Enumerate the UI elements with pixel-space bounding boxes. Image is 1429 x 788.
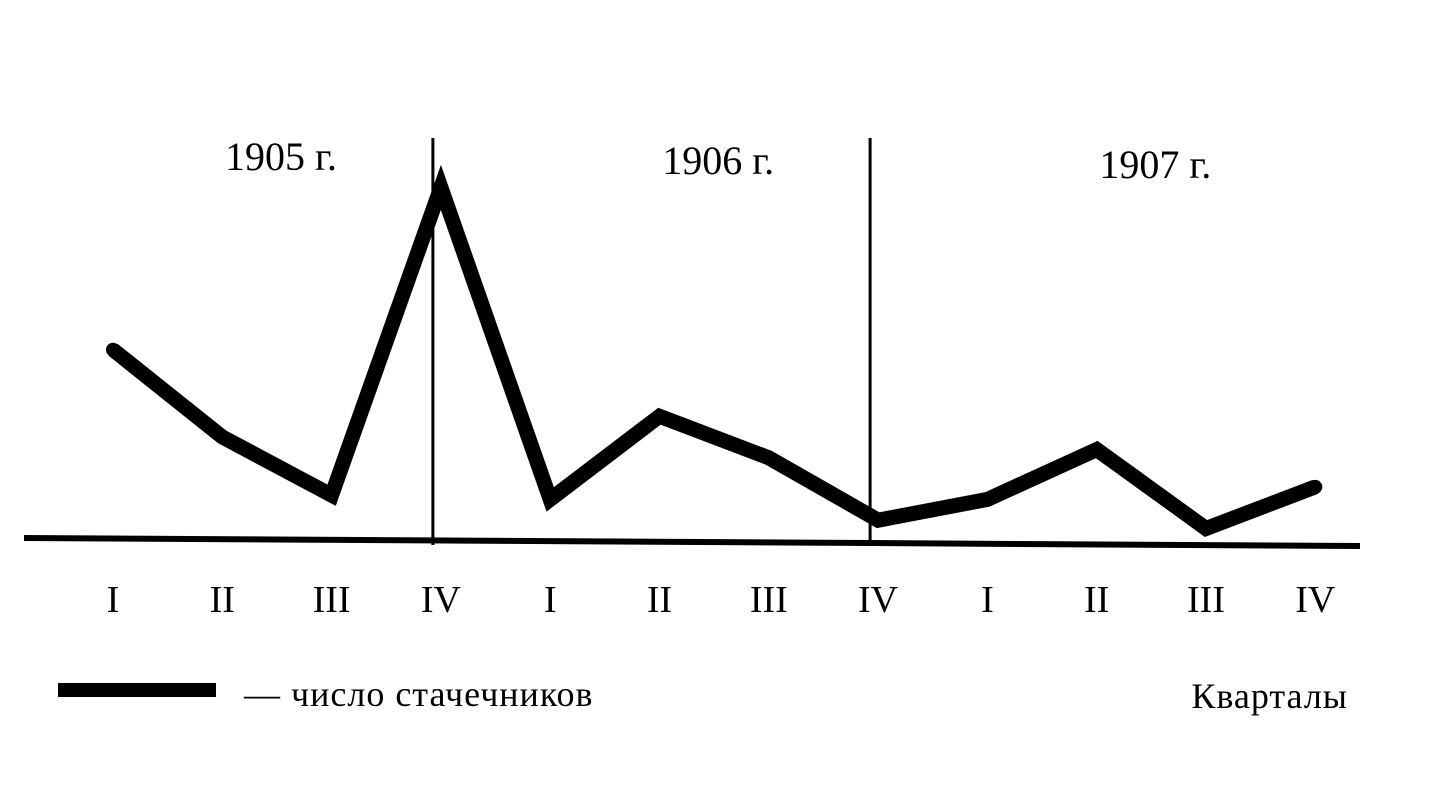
x-axis-line <box>23 535 1361 549</box>
data-point-4 <box>433 180 448 195</box>
data-point-11 <box>1199 521 1213 536</box>
data-point-12 <box>1308 479 1323 494</box>
x-tick-labels: I II III IV I II III IV I II III IV <box>107 579 1336 621</box>
x-tick-label-4: IV <box>421 579 462 621</box>
x-tick-label-5: I <box>544 579 557 621</box>
year-label-3: 1907 г. <box>1099 142 1211 187</box>
legend: — число стачечников <box>58 674 594 714</box>
data-point-7 <box>761 450 776 465</box>
x-tick-label-7: III <box>750 579 788 621</box>
year-labels: 1905 г. 1906 г. 1907 г. <box>225 134 1211 187</box>
data-point-5 <box>543 492 558 507</box>
series-strikers <box>106 164 1323 537</box>
legend-label: — число стачечников <box>243 674 594 714</box>
x-tick-label-3: III <box>313 579 351 621</box>
x-tick-label-11: III <box>1187 579 1225 621</box>
series-line <box>108 164 1318 537</box>
x-tick-label-10: II <box>1084 579 1109 621</box>
x-tick-label-8: IV <box>858 579 899 621</box>
data-point-6 <box>652 409 667 424</box>
x-tick-label-9: I <box>981 579 994 621</box>
data-point-9 <box>980 492 995 507</box>
x-axis-label: Кварталы <box>1191 676 1348 716</box>
year-label-1: 1905 г. <box>225 134 337 179</box>
data-point-10 <box>1089 442 1104 457</box>
data-point-8 <box>871 513 886 528</box>
x-tick-label-2: II <box>210 579 235 621</box>
x-tick-label-6: II <box>647 579 672 621</box>
x-tick-label-1: I <box>107 579 120 621</box>
data-point-2 <box>215 430 230 444</box>
x-tick-label-12: IV <box>1295 579 1336 621</box>
year-label-2: 1906 г. <box>662 138 774 183</box>
data-point-1 <box>106 342 120 357</box>
data-point-3 <box>324 488 339 503</box>
